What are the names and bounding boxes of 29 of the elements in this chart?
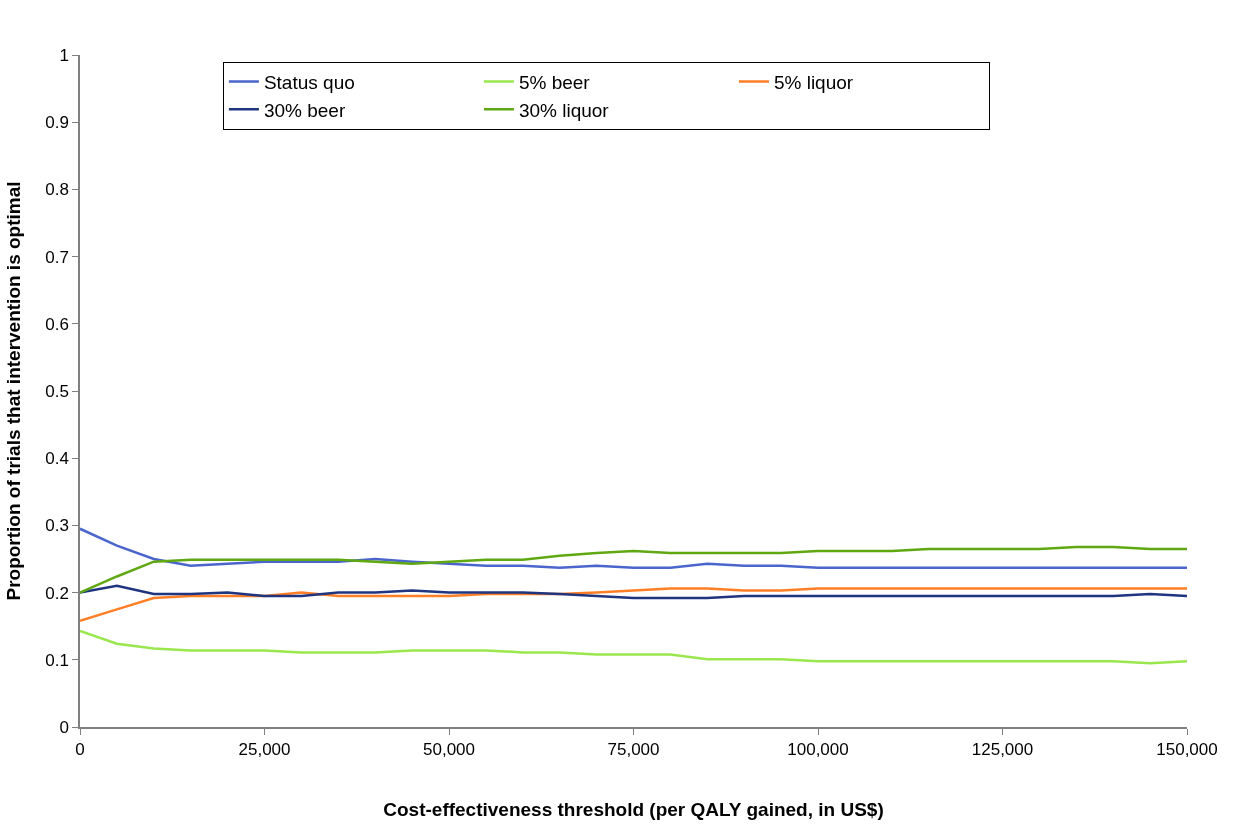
line-series xyxy=(80,584,1187,600)
y-tick-label: 0.5 xyxy=(45,381,69,401)
legend-label: 30% liquor xyxy=(518,99,610,121)
line-series xyxy=(80,629,1187,665)
legend-label: 5% liquor xyxy=(773,71,854,93)
y-tick-label: 1 xyxy=(59,45,69,65)
x-tick-label: 50,000 xyxy=(423,740,475,760)
y-tick-label: 0.2 xyxy=(45,583,69,603)
y-tick-label: 0.6 xyxy=(45,314,69,334)
x-tick-label: 125,000 xyxy=(971,740,1034,760)
y-axis-title: Proportion of trials that intervention is optimal xyxy=(2,181,24,601)
y-tick-label: 0.9 xyxy=(45,113,69,133)
line-series xyxy=(80,527,1187,569)
x-axis-title: Cost-effectiveness threshold (per QALY gained, in US$) xyxy=(383,799,884,821)
y-tick-label: 0.7 xyxy=(45,247,69,267)
legend-label: 30% beer xyxy=(263,99,346,121)
x-tick-label: 100,000 xyxy=(787,740,849,760)
line-series xyxy=(80,545,1187,594)
legend-label: 5% beer xyxy=(518,71,591,93)
y-tick-label: 0.4 xyxy=(45,449,69,469)
x-tick-label: 75,000 xyxy=(607,740,660,760)
y-tick-label: 0.8 xyxy=(45,180,69,200)
y-tick-label: 0 xyxy=(59,717,69,737)
x-tick-label: 25,000 xyxy=(238,740,291,760)
x-tick-label: 0 xyxy=(75,740,85,760)
x-tick-label: 150,000 xyxy=(1156,740,1218,760)
y-tick-label: 0.1 xyxy=(45,650,69,670)
y-tick-label: 0.3 xyxy=(45,516,69,536)
legend-label: Status quo xyxy=(263,71,355,93)
